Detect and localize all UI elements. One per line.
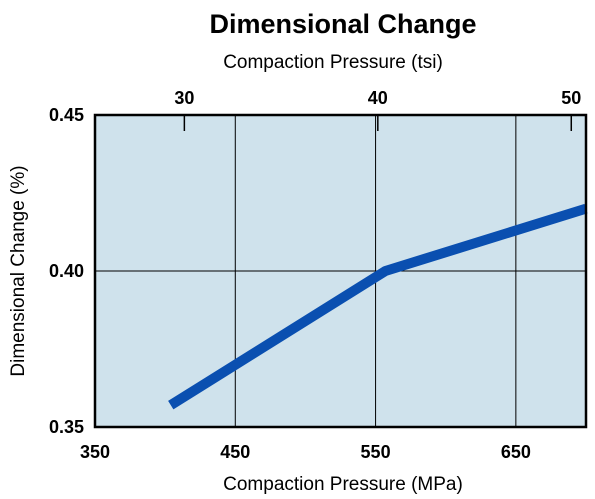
x-axis-label: Compaction Pressure (MPa) [223,474,463,495]
top-tick-label: 40 [368,88,388,108]
y-axis-label: Dimensional Change (%) [8,165,29,376]
tick-layer: 350 450 550 650 0.35 0.40 0.45 30 40 50 [49,88,581,462]
x-tick-label: 450 [220,442,250,462]
y-tick-label: 0.45 [49,105,84,125]
chart-title: Dimensional Change [209,9,476,39]
y-tick-label: 0.35 [49,417,84,437]
top-axis-label: Compaction Pressure (tsi) [223,52,443,73]
series-layer [168,203,588,410]
x-tick-label: 350 [80,442,110,462]
plot-frame [93,113,588,429]
grid [95,115,586,427]
top-tick-label: 50 [561,88,581,108]
y-tick-label: 0.40 [49,261,84,281]
x-tick-label: 550 [361,442,391,462]
series-line [168,203,588,410]
top-tick-label: 30 [174,88,194,108]
x-tick-label: 650 [501,442,531,462]
